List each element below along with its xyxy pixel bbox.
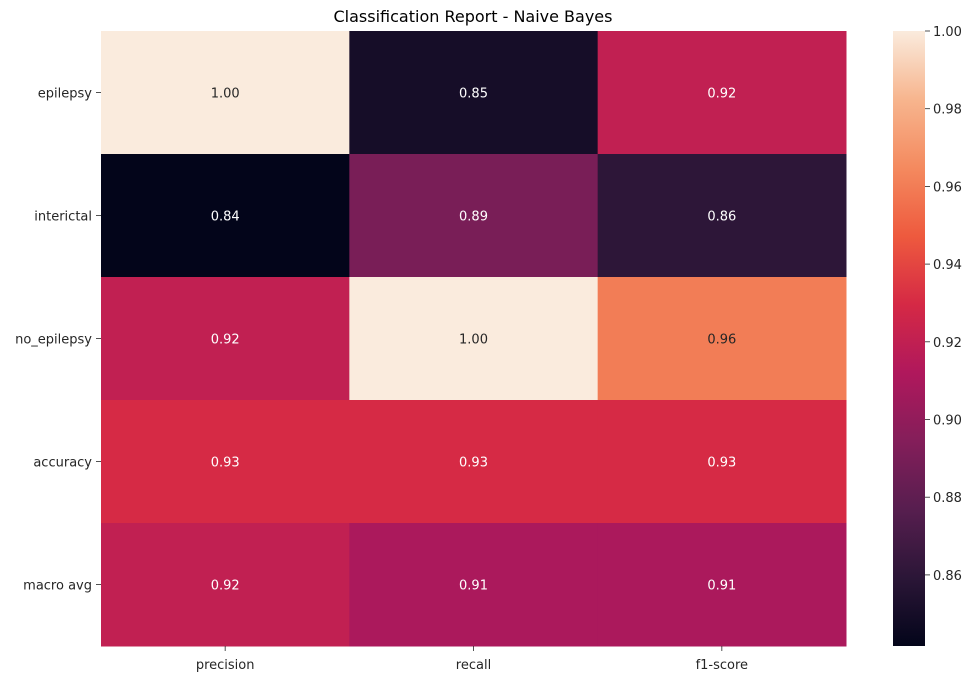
heatmap-cell	[101, 523, 350, 647]
row-tick-label: macro avg	[23, 579, 92, 594]
column-tick-label: f1-score	[696, 658, 748, 673]
row-tick-label: no_epilepsy	[15, 333, 92, 348]
row-tick-label: accuracy	[33, 456, 92, 471]
heatmap-cell	[597, 154, 847, 278]
colorbar-tick-label: 0.86	[933, 569, 962, 584]
heatmap-cell	[597, 523, 847, 647]
row-tick-label: interictal	[34, 210, 92, 225]
cell-value-label: 0.85	[459, 87, 488, 102]
heatmap-cell	[597, 400, 847, 524]
cell-value-label: 1.00	[211, 87, 240, 102]
column-tick-label: recall	[456, 658, 491, 673]
column-tick-labels: precision recall f1-score	[196, 646, 748, 673]
cell-value-label: 1.00	[459, 333, 488, 348]
heatmap-cell	[349, 277, 599, 401]
colorbar-tick-label: 0.90	[933, 414, 962, 429]
heatmap-cell	[101, 31, 350, 155]
chart-title: Classification Report - Naive Bayes	[334, 7, 613, 26]
cell-value-label: 0.92	[211, 333, 240, 348]
heatmap-cells: 1.00 0.85 0.92 0.84 0.89 0.86 0.92 1.00 0.96 0.93…	[101, 31, 847, 647]
cell-value-label: 0.93	[459, 456, 488, 471]
cell-value-label: 0.91	[459, 579, 488, 594]
colorbar-tick-label: 1.00	[933, 25, 962, 40]
heatmap-cell	[101, 154, 350, 278]
cell-value-label: 0.84	[211, 210, 240, 225]
heatmap-cell	[349, 154, 599, 278]
row-tick-labels: epilepsy interictal no_epilepsy accuracy mac…	[15, 87, 101, 594]
heatmap-cell	[101, 400, 350, 524]
colorbar-tick-label: 0.98	[933, 103, 962, 118]
cell-value-label: 0.91	[707, 579, 736, 594]
colorbar-tick-label: 0.92	[933, 336, 962, 351]
cell-value-label: 0.92	[211, 579, 240, 594]
heatmap-cell	[101, 277, 350, 401]
row-tick-label: epilepsy	[38, 87, 92, 102]
colorbar-tick-label: 0.94	[933, 258, 962, 273]
cell-value-label: 0.89	[459, 210, 488, 225]
cell-value-label: 0.92	[707, 87, 736, 102]
column-tick-label: precision	[196, 658, 255, 673]
cell-value-label: 0.93	[707, 456, 736, 471]
colorbar-rect	[893, 31, 925, 646]
colorbar-tick-label: 0.96	[933, 180, 962, 195]
cell-value-label: 0.96	[707, 333, 736, 348]
cell-value-label: 0.86	[707, 210, 736, 225]
heatmap-cell	[349, 400, 599, 524]
heatmap-cell	[349, 523, 599, 647]
heatmap-cell	[597, 277, 847, 401]
heatmap-cell	[349, 31, 599, 155]
cell-value-label: 0.93	[211, 456, 240, 471]
colorbar-tick-label: 0.88	[933, 491, 962, 506]
heatmap-cell	[597, 31, 847, 155]
colorbar	[893, 31, 925, 646]
colorbar-ticks: 0.86 0.88 0.90 0.92 0.94 0.96 0.98 1.00	[925, 25, 962, 584]
